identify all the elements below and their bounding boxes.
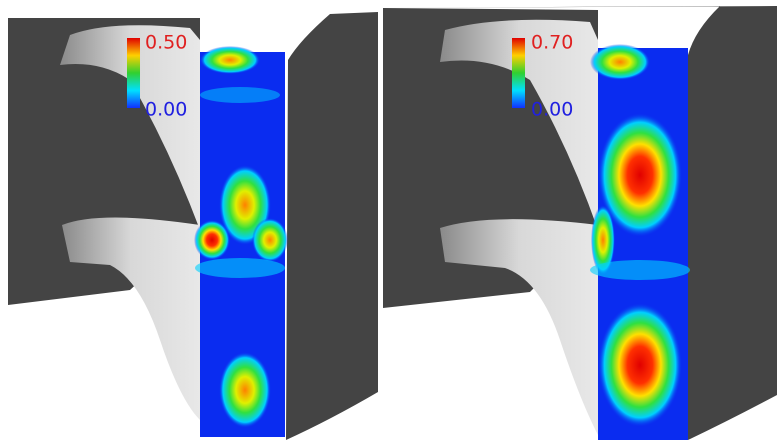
blade	[440, 19, 598, 230]
left-panel: 0.50 0.00	[8, 12, 378, 440]
colorbar	[127, 38, 140, 108]
right-panel: 0.70 0.00	[383, 6, 777, 440]
blade	[440, 219, 598, 435]
colorbar	[512, 38, 525, 108]
colorbar-max: 0.70	[531, 32, 573, 54]
hub-surface	[383, 6, 777, 440]
colorbar-min: 0.00	[531, 99, 573, 121]
colorbar-min: 0.00	[145, 99, 187, 121]
contour-strip	[194, 46, 288, 437]
hub-surface	[8, 12, 378, 440]
contour-strip	[590, 44, 690, 440]
blade	[60, 25, 200, 230]
colorbar-max: 0.50	[145, 32, 187, 54]
blade	[62, 217, 200, 420]
